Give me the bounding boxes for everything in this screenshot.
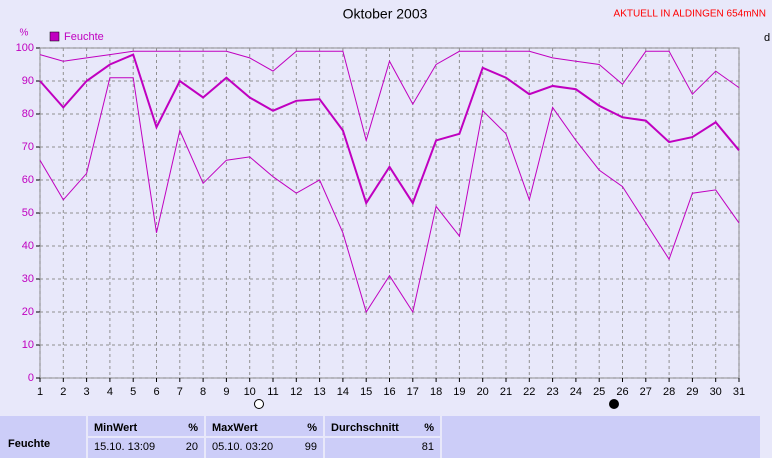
y-tick-label: 30 [22, 273, 34, 285]
x-tick-label: 24 [570, 386, 582, 398]
y-unit: % [20, 28, 29, 39]
table-cell: 15.10. 13:09 20 [88, 438, 204, 458]
x-tick-label: 23 [546, 386, 558, 398]
x-tick-label: 11 [267, 386, 278, 398]
y-tick-label: 70 [22, 141, 34, 153]
y-tick-label: 90 [22, 75, 34, 87]
x-tick-label: 9 [223, 386, 229, 398]
x-tick-label: 27 [640, 386, 652, 398]
y-tick-label: 0 [28, 372, 34, 384]
table-text: 81 [421, 441, 434, 453]
y-tick-label: 80 [22, 108, 34, 120]
chart-title: Oktober 2003 [343, 6, 428, 22]
x-tick-label: 22 [523, 386, 535, 398]
table-text: % [188, 422, 198, 434]
x-tick-label: 30 [710, 386, 722, 398]
x-tick-label: 18 [430, 386, 442, 398]
x-tick-label: 6 [153, 386, 159, 398]
table-cell [442, 416, 760, 458]
table-cell: Durchschnitt% [325, 416, 440, 436]
chart: Oktober 2003 AKTUELL IN ALDINGEN 654mNN … [16, 6, 770, 409]
x-tick-label: 15 [360, 386, 372, 398]
moon-icon [609, 399, 619, 409]
x-tick-label: 10 [244, 386, 256, 398]
table-cell: MaxWert% [206, 416, 323, 436]
table-cell: MinWert% [88, 416, 204, 436]
x-tick-label: 31 [733, 386, 745, 398]
series-line [39, 50, 740, 143]
table-cell: 05.10. 03:20 99 [206, 438, 323, 458]
x-tick-label: 21 [500, 386, 512, 398]
y-tick-label: 10 [22, 339, 34, 351]
table-text: 99 [304, 441, 317, 453]
x-tick-label: 14 [337, 386, 349, 398]
x-tick-label: 13 [313, 386, 325, 398]
legend-swatch [49, 31, 60, 42]
x-tick-label: 28 [663, 386, 675, 398]
y-tick-label: 60 [22, 174, 34, 186]
x-tick-label: 2 [60, 386, 66, 398]
table-text: Durchschnitt [331, 422, 399, 434]
x-tick-label: 26 [616, 386, 628, 398]
x-tick-label: 4 [107, 386, 113, 398]
table-text: % [424, 422, 434, 434]
x-tick-label: 19 [453, 386, 465, 398]
x-tick-label: 29 [686, 386, 698, 398]
table-cell: 81 [325, 438, 440, 458]
table-text: 15.10. 13:09 [94, 441, 156, 453]
y-tick-label: 20 [22, 306, 34, 318]
y-tick-label: 40 [22, 240, 34, 252]
table-text: MinWert [94, 422, 138, 434]
x-tick-label: 5 [130, 386, 136, 398]
x-tick-label: 1 [37, 386, 43, 398]
right-edge-label: d [764, 32, 770, 44]
table-text: 05.10. 03:20 [212, 441, 274, 453]
table-text: % [307, 422, 317, 434]
x-tick-label: 20 [477, 386, 489, 398]
table-text: Feuchte [8, 438, 51, 450]
table-text: 20 [185, 441, 198, 453]
y-tick-label: 50 [22, 207, 34, 219]
series-line [39, 77, 740, 314]
table-cell: Feuchte [0, 416, 86, 458]
legend-label: Feuchte [64, 31, 104, 43]
x-tick-label: 16 [383, 386, 395, 398]
x-tick-label: 8 [200, 386, 206, 398]
x-tick-label: 3 [84, 386, 90, 398]
x-tick-label: 7 [177, 386, 183, 398]
x-tick-label: 12 [290, 386, 302, 398]
y-tick-label: 100 [16, 42, 34, 54]
x-tick-label: 17 [407, 386, 419, 398]
series-line [39, 53, 740, 206]
table-text: MaxWert [212, 422, 258, 434]
moon-icon [254, 399, 264, 409]
header-note: AKTUELL IN ALDINGEN 654mNN [614, 9, 766, 20]
x-tick-label: 25 [593, 386, 605, 398]
